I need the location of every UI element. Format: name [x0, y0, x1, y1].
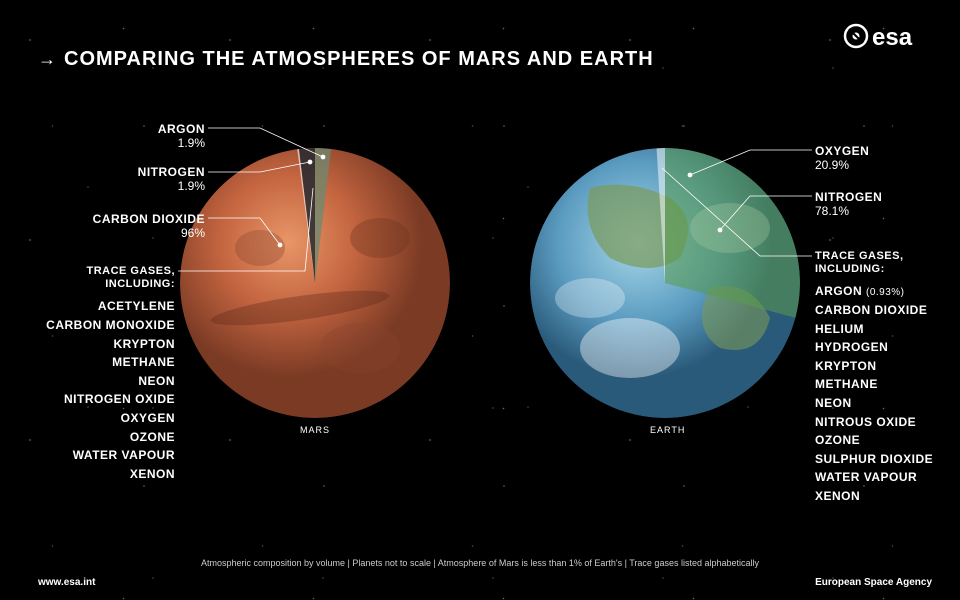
- title-row: → COMPARING THE ATMOSPHERES OF MARS AND …: [38, 48, 654, 71]
- mars-planet: [180, 148, 450, 418]
- website-url: www.esa.int: [38, 577, 95, 588]
- earth-planet: [530, 148, 800, 418]
- earth-nitrogen-label: NITROGEN 78.1%: [815, 190, 882, 219]
- caption: Atmospheric composition by volume | Plan…: [0, 558, 960, 568]
- svg-text:esa: esa: [872, 24, 913, 51]
- mars-nitrogen-label: NITROGEN 1.9%: [30, 165, 205, 194]
- mars-argon-label: ARGON 1.9%: [30, 122, 205, 151]
- mars-co2-label: CARBON DIOXIDE 96%: [30, 212, 205, 241]
- page-title: COMPARING THE ATMOSPHERES OF MARS AND EA…: [64, 48, 654, 71]
- earth-name: EARTH: [650, 425, 685, 435]
- earth-trace-block: TRACE GASES, INCLUDING: ARGON (0.93%)CAR…: [815, 250, 960, 506]
- mars-name: MARS: [300, 425, 330, 435]
- mars-trace-block: TRACE GASES, INCLUDING: ACETYLENECARBON …: [30, 265, 175, 483]
- agency-name: European Space Agency: [815, 577, 932, 588]
- esa-logo: esa: [842, 18, 932, 59]
- earth-oxygen-label: OXYGEN 20.9%: [815, 144, 869, 173]
- title-arrow-icon: →: [38, 49, 56, 70]
